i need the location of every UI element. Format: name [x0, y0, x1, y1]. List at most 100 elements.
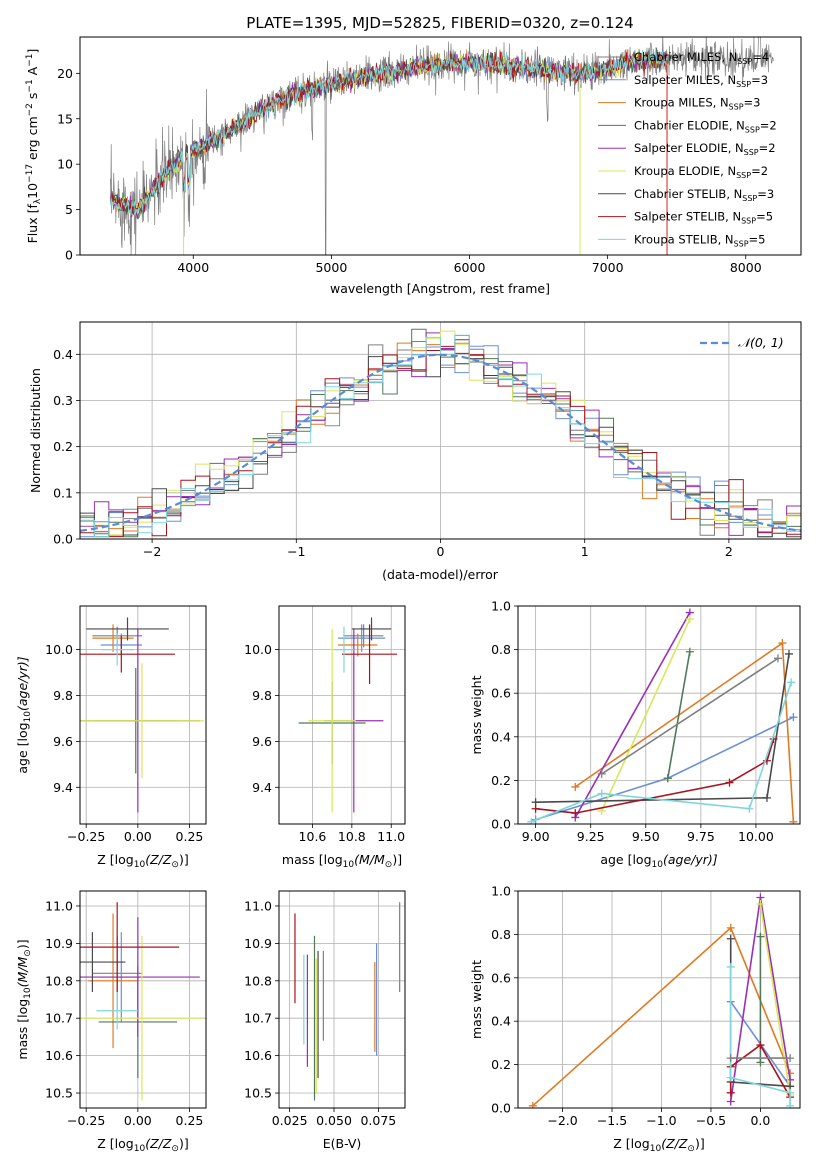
axes-frame: [278, 605, 406, 825]
x-axis-label: Z [log10(Z/Z⊙)]: [97, 1136, 188, 1154]
weight-marker: [756, 1041, 765, 1050]
weight-marker: [597, 769, 606, 778]
y-axis-label: age [log10(age/yr)]: [15, 656, 33, 773]
weight-marker: [762, 756, 771, 765]
x-tick-label: 10.00: [738, 829, 774, 844]
label-part: (M/M: [15, 957, 30, 988]
axes-frame: [278, 890, 406, 1109]
y-tick-label: 10.0: [45, 642, 73, 657]
x-tick-label: 8000: [730, 260, 762, 275]
x-tick-label: 9.75: [687, 829, 715, 844]
y-tick-label: 0.0: [491, 817, 511, 832]
weight-marker: [745, 804, 754, 813]
x-tick-label: 9.25: [577, 829, 605, 844]
y-tick-label: 10.9: [244, 936, 272, 951]
weight-marker: [726, 1097, 735, 1106]
x-tick-label: 1: [581, 544, 589, 559]
weight-marker: [762, 793, 771, 802]
legend-label: Kroupa ELODIE, N: [634, 164, 736, 178]
legend-entry: Kroupa MILES, NSSP=3: [634, 96, 760, 112]
y-tick-label: 0.6: [491, 970, 511, 985]
label-part: λ: [33, 198, 43, 204]
legend-count: =2: [760, 118, 777, 132]
y-tick-label: 0.0: [53, 532, 73, 547]
y-tick-label: 0.0: [491, 1101, 511, 1116]
x-tick-label: 4000: [177, 260, 209, 275]
y-tick-label: 0.3: [53, 393, 73, 408]
weight-line: [601, 657, 779, 775]
legend-count: =4: [752, 50, 769, 64]
x-tick-label: 0.00: [124, 1113, 152, 1128]
x-tick-label: 0.0: [750, 1113, 770, 1128]
axes-weight-vs-age: 9.00 9.25 9.50 9.75 10.00 0.0 0.2 0.4 0.6 0.8 1.0 a…: [469, 599, 801, 870]
y-tick-label: 0: [65, 248, 73, 263]
y-tick-label: 11.0: [45, 898, 73, 913]
weight-marker: [726, 934, 735, 943]
label-part: )]: [392, 852, 402, 867]
weight-marker: [597, 789, 606, 798]
weight-line: [667, 651, 691, 779]
label-part: −1: [25, 54, 35, 67]
y-tick-label: 9.8: [53, 688, 73, 703]
y-tick-label: 10.7: [244, 1011, 272, 1026]
label-part: (M/M: [354, 852, 385, 867]
weight-line: [729, 967, 791, 1106]
y-tick-label: 0.2: [491, 1057, 511, 1072]
y-tick-label: 9.8: [252, 688, 272, 703]
y-axis-label: Flux [fλ10−17 erg cm−2 s−1 A−1]: [25, 49, 43, 244]
x-tick-label: 2: [725, 544, 733, 559]
label-part: )]: [179, 852, 189, 867]
x-axis-label: Z [log10(Z/Z⊙)]: [97, 852, 188, 870]
x-tick-label: 11.0: [377, 829, 405, 844]
y-axis-label: Normed distribution: [28, 368, 43, 493]
x-tick-label: 6000: [454, 260, 486, 275]
y-tick-label: 0.2: [53, 439, 73, 454]
label-part: ⊙: [385, 860, 393, 870]
legend-entry: 𝒩(0, 1): [738, 335, 784, 350]
legend-sub: SSP: [745, 125, 760, 134]
weight-marker: [786, 1054, 795, 1063]
legend-sub: SSP: [742, 194, 757, 203]
label-part: (age/yr)]: [15, 656, 30, 711]
y-tick-label: 20: [57, 66, 73, 81]
x-tick-label: 9.50: [632, 829, 660, 844]
x-tick-label: −0.25: [67, 1113, 105, 1128]
x-tick-label: −1.0: [646, 1113, 676, 1128]
legend-label: Chabrier ELODIE, N: [634, 118, 745, 132]
histogram-step: [80, 330, 801, 538]
legend-sub: SSP: [744, 148, 759, 157]
legend-count: =2: [759, 141, 776, 155]
legend-count: =5: [756, 210, 773, 224]
x-tick-label: 5000: [315, 260, 347, 275]
y-tick-label: 0.6: [491, 686, 511, 701]
label-part: (age/yr)]: [663, 852, 718, 867]
x-tick-label: −2: [143, 544, 161, 559]
label-part: 10: [652, 860, 664, 870]
weight-marker: [527, 817, 536, 824]
label-part: 10: [650, 1144, 662, 1154]
axes-frame: [517, 890, 801, 1109]
gaussian-curve: [80, 353, 801, 532]
histogram-step: [80, 345, 801, 538]
axes-frame: [517, 605, 801, 825]
y-tick-label: 10.6: [45, 1048, 73, 1063]
label-part: (Z/Z: [145, 852, 172, 867]
legend-entry: Chabrier MILES, NSSP=4: [634, 50, 769, 66]
label-part: −2: [25, 103, 35, 116]
label-part: s: [25, 93, 40, 104]
y-tick-label: 10.9: [45, 936, 73, 951]
x-tick-label: 10.6: [299, 829, 327, 844]
label-part: )]: [695, 1136, 705, 1151]
label-part: Flux [f: [25, 204, 40, 244]
label-part: )]: [179, 1136, 189, 1151]
weight-line: [574, 612, 691, 818]
plot-area-age-vs-mass: [279, 606, 405, 824]
y-tick-label: 0.8: [491, 642, 511, 657]
x-tick-label: −0.25: [67, 829, 105, 844]
x-axis-label: wavelength [Angstrom, rest frame]: [330, 281, 550, 296]
y-tick-label: 10.8: [244, 973, 272, 988]
axes-age-vs-mass: 10.6 10.8 11.0 9.4 9.6 9.8 10.0 mass [log10(M/M…: [244, 605, 406, 870]
x-tick-label: 0.25: [176, 1113, 204, 1128]
